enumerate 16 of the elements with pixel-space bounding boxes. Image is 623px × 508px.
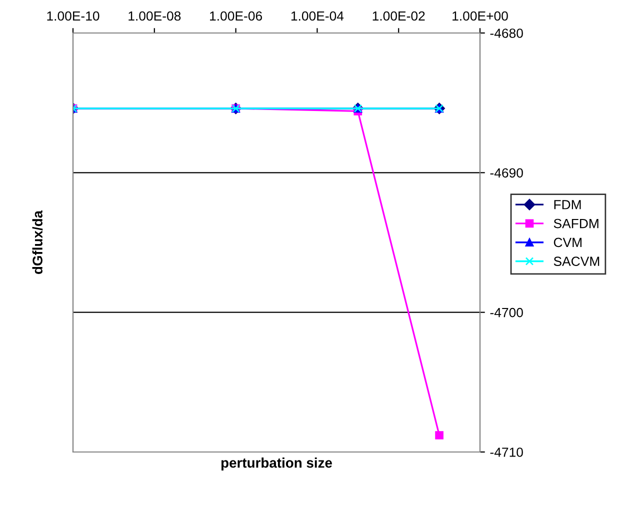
y-tick-label: -4700 (490, 308, 523, 318)
y-tick-label: -4680 (490, 28, 523, 38)
x-tick-label: 1.00E-06 (210, 11, 262, 21)
x-tick-label: 1.00E-08 (128, 11, 181, 21)
x-tick-label: 1.00E-02 (372, 11, 425, 21)
y-tick-label: -4690 (490, 168, 523, 178)
x-tick-label: 1.00E-10 (47, 11, 100, 21)
legend-label: FDM (554, 200, 581, 210)
y-axis-title: dGflux/da (32, 210, 43, 274)
x-tick-label: 1.00E-04 (291, 11, 344, 21)
x-tick-label: 1.00E+00 (452, 11, 508, 21)
x-axis-title: perturbation size (221, 458, 332, 471)
legend-label: SACVM (554, 256, 600, 266)
y-tick-label: -4710 (490, 448, 523, 457)
legend-label: CVM (554, 238, 582, 248)
legend-label: SAFDM (554, 218, 598, 228)
